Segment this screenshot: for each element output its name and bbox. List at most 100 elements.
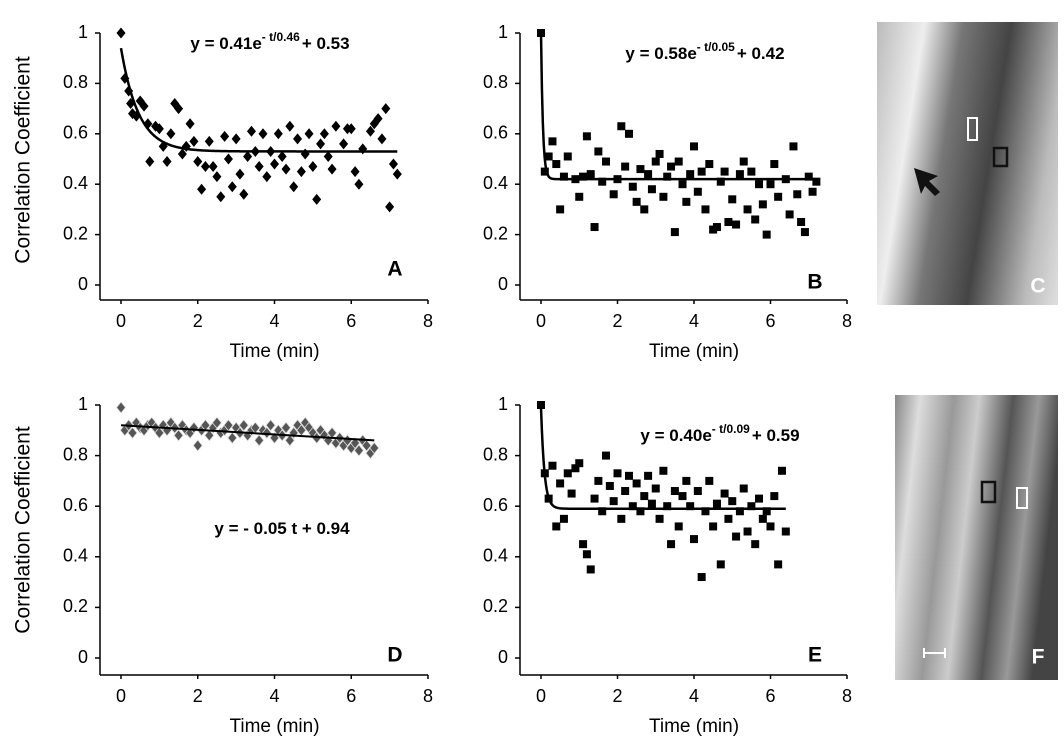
point xyxy=(220,130,230,142)
point xyxy=(621,162,630,171)
image-f: F xyxy=(895,395,1058,680)
point xyxy=(559,172,568,181)
point xyxy=(647,499,656,508)
point xyxy=(280,421,292,434)
y-tick-label: 0.6 xyxy=(483,495,508,515)
point xyxy=(243,150,253,162)
point xyxy=(755,494,764,503)
point xyxy=(701,507,710,516)
fit-curve xyxy=(119,47,398,153)
point xyxy=(197,183,207,195)
point xyxy=(609,497,618,506)
point xyxy=(793,190,802,199)
fit-equation-tail: + 0.42 xyxy=(737,44,785,63)
point xyxy=(192,439,203,452)
point xyxy=(697,167,706,176)
point xyxy=(300,148,310,160)
point xyxy=(590,223,599,232)
point xyxy=(609,190,618,199)
point xyxy=(755,180,764,189)
point xyxy=(365,125,375,137)
point xyxy=(774,560,783,569)
point xyxy=(640,205,649,214)
roi-box xyxy=(980,480,997,504)
point xyxy=(154,123,164,135)
chart-panel: 0 0.2 0.4 0.6 0.8 1 0 2 4 6 8 Time (min) Correlation… xyxy=(12,394,433,737)
roi-box xyxy=(992,146,1009,168)
point xyxy=(781,527,790,536)
point xyxy=(350,166,360,178)
point xyxy=(674,157,683,166)
point xyxy=(353,444,364,457)
point xyxy=(728,497,737,506)
y-tick-label: 0 xyxy=(78,647,88,667)
x-tick-label: 6 xyxy=(346,311,356,331)
y-tick-label: 1 xyxy=(78,22,88,42)
y-tick-label: 1 xyxy=(498,22,508,42)
point xyxy=(239,188,249,200)
point xyxy=(647,185,656,194)
point xyxy=(548,137,557,146)
x-tick-label: 2 xyxy=(193,686,203,706)
fit-equation-tail: + 0.53 xyxy=(302,34,350,53)
micrograph xyxy=(895,395,1058,680)
point xyxy=(582,550,591,559)
chart-panel: 0 0.2 0.4 0.6 0.8 1 0 2 4 6 8 Time (min) Correlation… xyxy=(12,22,433,362)
point xyxy=(682,197,691,206)
y-tick-label: 0.6 xyxy=(483,123,508,143)
point xyxy=(208,161,218,173)
point xyxy=(651,157,660,166)
point xyxy=(762,507,771,516)
fit-line xyxy=(120,424,375,442)
point xyxy=(185,118,195,130)
point xyxy=(758,514,767,523)
y-tick-label: 0.8 xyxy=(63,72,88,92)
point xyxy=(724,218,733,226)
point xyxy=(339,138,349,150)
point xyxy=(682,476,691,485)
point xyxy=(254,161,264,173)
panel-label: A xyxy=(387,258,402,281)
point xyxy=(166,128,176,140)
point xyxy=(193,156,203,168)
x-tick-label: 8 xyxy=(423,686,433,706)
point xyxy=(697,573,706,582)
point xyxy=(636,507,645,516)
point xyxy=(227,181,237,193)
point xyxy=(246,125,256,137)
point xyxy=(693,487,702,496)
point xyxy=(624,129,633,138)
chart-panel: 0 0.2 0.4 0.6 0.8 1 0 2 4 6 8 Time (min) By = 0.58e-… xyxy=(483,22,852,362)
point xyxy=(751,215,760,224)
point xyxy=(293,133,303,145)
y-axis-label: Correlation Coefficient xyxy=(12,426,35,634)
point xyxy=(800,228,809,237)
point xyxy=(323,150,333,162)
point xyxy=(145,156,155,168)
point xyxy=(189,135,199,147)
fit-equation-exponent: - t/0.09 xyxy=(712,422,750,436)
fit-equation-base: y = 0.58e xyxy=(625,44,696,63)
point xyxy=(563,469,572,478)
point xyxy=(254,434,265,447)
x-tick-label: 0 xyxy=(116,311,126,331)
y-tick-label: 0 xyxy=(498,647,508,667)
point xyxy=(308,161,318,173)
point xyxy=(663,502,672,511)
point xyxy=(636,165,645,174)
point xyxy=(127,426,138,439)
panel-label: D xyxy=(387,644,402,667)
point xyxy=(537,401,545,409)
x-tick-label: 8 xyxy=(842,311,852,331)
point xyxy=(720,489,729,498)
point xyxy=(284,434,295,447)
y-tick-label: 0.8 xyxy=(63,444,88,464)
point xyxy=(701,205,710,214)
point xyxy=(724,514,733,523)
fit-equation-base: y = - 0.05 t + 0.94 xyxy=(214,519,350,538)
point xyxy=(693,187,702,196)
x-tick-label: 4 xyxy=(689,311,699,331)
point xyxy=(354,178,364,190)
